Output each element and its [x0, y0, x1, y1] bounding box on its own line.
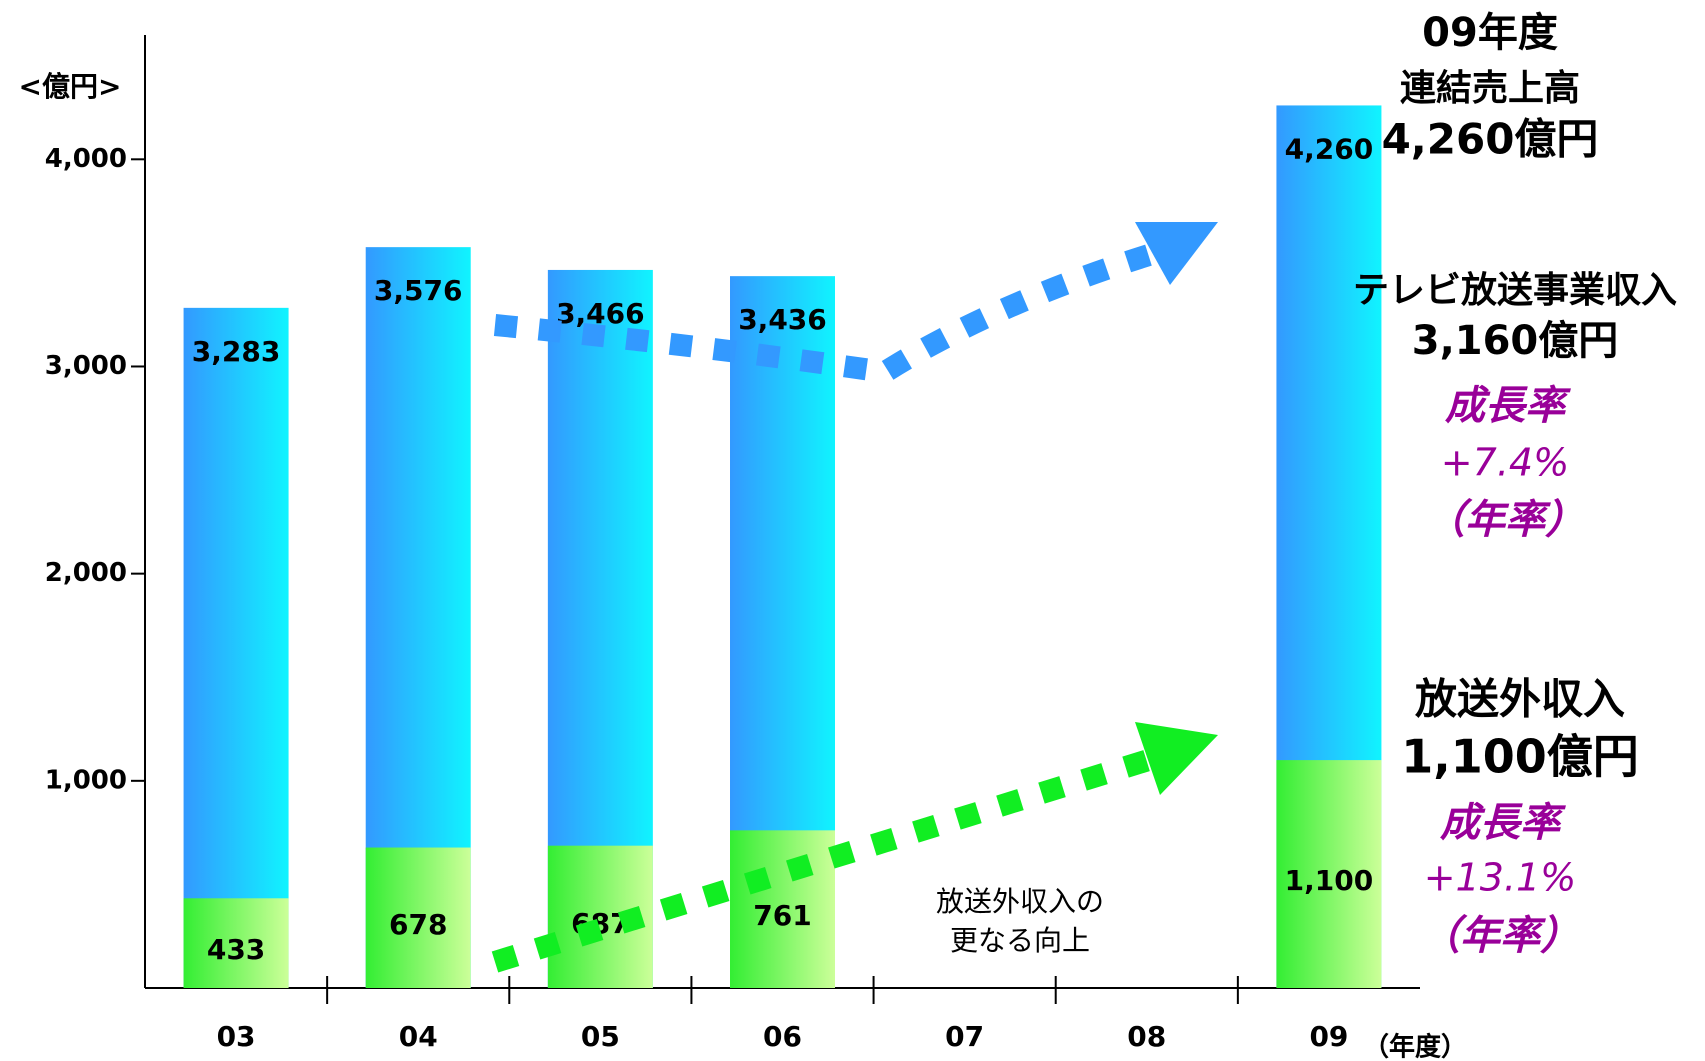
arrow-head	[1135, 222, 1218, 285]
y-unit: <億円>	[19, 70, 122, 103]
annotation: （年率）	[1420, 913, 1580, 959]
x-tick-label: 07	[945, 1020, 984, 1053]
annotation: 成長率	[1445, 383, 1571, 429]
bar	[183, 307, 289, 989]
value-label: 4,260	[1285, 132, 1374, 165]
value-label: 3,283	[192, 335, 281, 368]
annotation: 3,160億円	[1412, 318, 1619, 364]
value-label: 3,576	[374, 274, 463, 307]
trend-arrow	[491, 747, 1159, 973]
x-tick-label: 05	[581, 1020, 620, 1053]
annotation: 放送外収入の	[936, 885, 1104, 918]
annotation: +13.1%	[1424, 856, 1577, 900]
value-label: 1,100	[1285, 864, 1374, 897]
value-label: 3,436	[738, 303, 827, 336]
annotation: （年率）	[1425, 497, 1585, 543]
bar	[183, 898, 289, 988]
value-label: 678	[389, 908, 447, 941]
annotation: テレビ放送事業収入	[1353, 270, 1677, 311]
annotation: 更なる向上	[950, 924, 1090, 957]
annotation: 09年度	[1422, 10, 1558, 56]
x-unit: （年度）	[1363, 1032, 1467, 1061]
plot-area: 1,000 2,000 3,000 4,000 03 04 05 06 07 08 09 3,283 3…	[45, 35, 1420, 1053]
x-tick-label: 03	[217, 1020, 256, 1053]
y-tick-label: 3,000	[45, 351, 127, 381]
x-tick-label: 09	[1309, 1020, 1348, 1053]
annotation: +7.4%	[1441, 441, 1569, 485]
value-label: 433	[207, 933, 265, 966]
bar	[1276, 760, 1382, 988]
bar	[365, 847, 471, 988]
annotation: 1,100億円	[1401, 730, 1639, 784]
y-tick-label: 2,000	[45, 558, 127, 588]
arrow-head	[1135, 722, 1218, 795]
y-tick-label: 1,000	[45, 765, 127, 795]
annotation: 放送外収入	[1415, 675, 1625, 724]
value-label: 761	[753, 899, 811, 932]
annotation: 成長率	[1440, 800, 1566, 846]
y-tick-label: 4,000	[45, 144, 127, 174]
trend-arrow	[493, 239, 1169, 384]
x-tick-label: 06	[763, 1020, 802, 1053]
value-label: 3,466	[556, 297, 645, 330]
bar	[730, 830, 835, 988]
x-tick-label: 04	[399, 1020, 438, 1053]
annotation: 連結売上高	[1400, 68, 1580, 109]
x-tick-label: 08	[1127, 1020, 1166, 1053]
annotation: 4,260億円	[1382, 115, 1599, 164]
